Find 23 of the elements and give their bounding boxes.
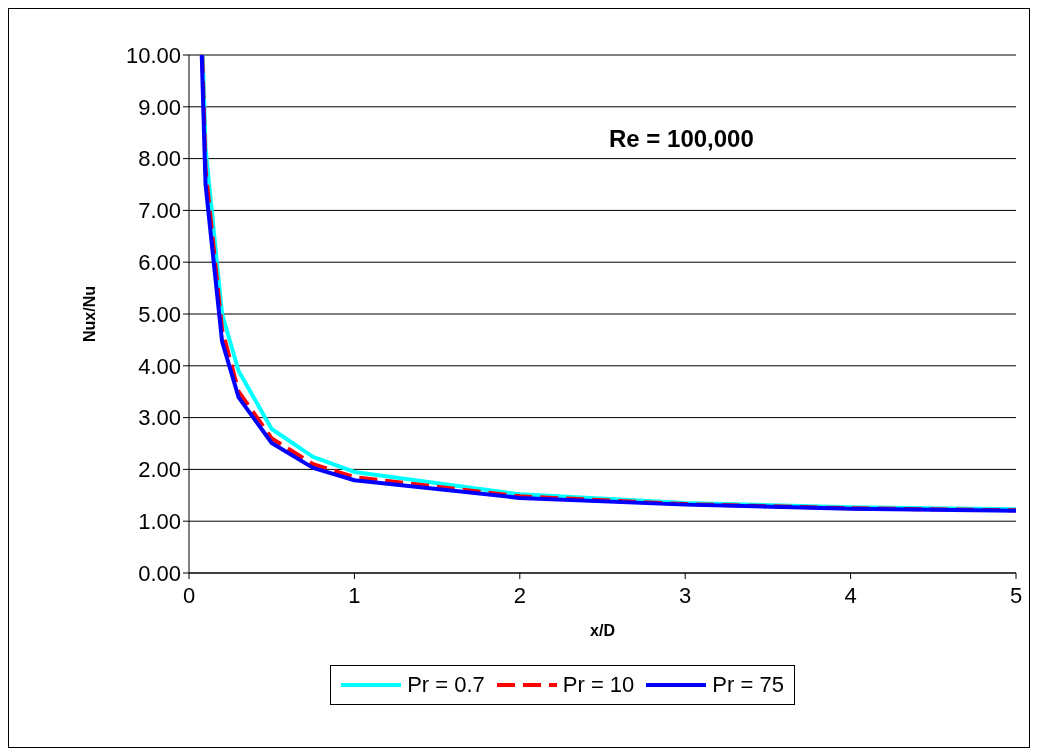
- y-axis-title: Nux/Nu: [80, 286, 98, 342]
- x-tick-label: 5: [1009, 582, 1023, 608]
- x-tick-label: 1: [348, 582, 361, 608]
- y-tick-label: 9.00: [138, 94, 181, 120]
- x-tick-label: 4: [844, 582, 857, 608]
- x-tick-label: 3: [679, 582, 692, 608]
- x-tick-label: 0: [182, 582, 196, 608]
- x-axis-title: x/D: [590, 622, 615, 640]
- y-tick-label: 7.00: [138, 198, 181, 224]
- y-tick-label: 2.00: [138, 457, 181, 483]
- y-tick-label: 3.00: [138, 405, 181, 431]
- y-tick-label: 6.00: [138, 250, 181, 276]
- y-tick-label: 10.00: [125, 42, 181, 68]
- y-tick-label: 4.00: [138, 353, 181, 379]
- legend-label: Pr = 75: [712, 672, 784, 698]
- x-tick-label: 2: [513, 582, 526, 608]
- annotation: Re = 100,000: [609, 125, 754, 153]
- y-tick-label: 0.00: [138, 560, 181, 586]
- y-tick-label: 5.00: [138, 301, 181, 327]
- y-tick-label: 1.00: [138, 509, 181, 535]
- legend-label: Pr = 0.7: [407, 672, 485, 698]
- y-tick-label: 8.00: [138, 146, 181, 172]
- legend-label: Pr = 10: [562, 672, 635, 698]
